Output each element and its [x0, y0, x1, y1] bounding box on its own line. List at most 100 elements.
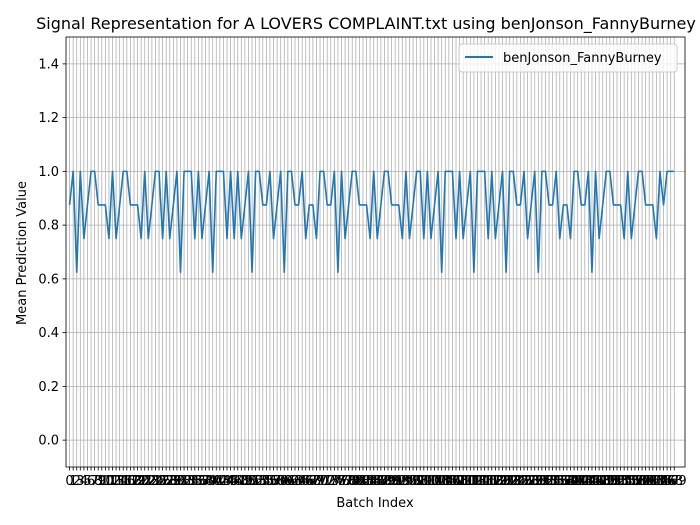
x-tick-label: 129 [519, 474, 544, 489]
x-tick-label: 44 [219, 474, 236, 489]
x-tick-label: 121 [490, 474, 515, 489]
x-tick-label: 23 [144, 474, 161, 489]
x-tick-label: 77 [337, 474, 354, 489]
x-tick-label: 143 [569, 474, 594, 489]
x-tick-label: 76 [333, 474, 350, 489]
x-tick-label: 147 [583, 474, 608, 489]
x-tick-label: 13 [108, 474, 125, 489]
x-tick-label: 137 [547, 474, 572, 489]
x-tick-label: 47 [229, 474, 246, 489]
x-tick-label: 71 [315, 474, 332, 489]
x-tick-label: 81 [351, 474, 368, 489]
x-tick-label: 109 [447, 474, 472, 489]
x-tick-label: 106 [436, 474, 461, 489]
x-tick-label: 153 [605, 474, 630, 489]
x-tick-label: 131 [526, 474, 551, 489]
x-tick-label: 21 [136, 474, 153, 489]
x-tick-label: 53 [251, 474, 268, 489]
x-tick-label: 66 [297, 474, 314, 489]
x-tick-label: 103 [426, 474, 451, 489]
x-tick-label: 140 [558, 474, 583, 489]
x-tick-label: 78 [340, 474, 357, 489]
x-tick-label: 18 [126, 474, 143, 489]
plot-frame [65, 36, 686, 468]
x-tick-label: 92 [390, 474, 407, 489]
x-tick-label: 59 [272, 474, 289, 489]
legend-box [458, 43, 678, 73]
y-tick-label: 1.0 [38, 165, 59, 180]
x-tick-label: 157 [619, 474, 644, 489]
x-tick-label: 83 [358, 474, 375, 489]
x-tick-label: 126 [508, 474, 533, 489]
y-tick-label: 0.6 [38, 272, 59, 287]
x-tick-label: 64 [290, 474, 307, 489]
x-tick-label: 68 [305, 474, 322, 489]
x-tick-label: 86 [369, 474, 386, 489]
x-tick-label: 154 [608, 474, 633, 489]
series-line-benjonson-fannyburney [68, 170, 675, 273]
x-tick-label: 159 [626, 474, 651, 489]
x-tick-label: 15 [115, 474, 132, 489]
x-tick-label: 62 [283, 474, 300, 489]
x-tick-label: 141 [562, 474, 587, 489]
x-tick-label: 19 [129, 474, 146, 489]
x-tick-label: 114 [465, 474, 490, 489]
x-tick-label: 63 [287, 474, 304, 489]
x-tick-label: 22 [140, 474, 157, 489]
x-axis-label: Batch Index [336, 496, 414, 511]
x-tick-label: 142 [565, 474, 590, 489]
x-tick-label: 132 [529, 474, 554, 489]
x-tick-label: 100 [415, 474, 440, 489]
x-tick-label: 113 [461, 474, 486, 489]
x-tick-label: 41 [208, 474, 225, 489]
x-tick-label: 20 [133, 474, 150, 489]
x-tick-label: 39 [201, 474, 218, 489]
x-tick-label: 167 [655, 474, 680, 489]
x-tick-label: 45 [222, 474, 239, 489]
x-tick-label: 108 [444, 474, 469, 489]
x-tick-label: 70 [312, 474, 329, 489]
x-tick-label: 107 [440, 474, 465, 489]
x-tick-label: 51 [244, 474, 261, 489]
y-tick-label: 1.4 [38, 57, 59, 72]
y-axis-label: Mean Prediction Value [15, 181, 30, 325]
y-tick-label: 0.2 [38, 380, 59, 395]
x-tick-label: 150 [594, 474, 619, 489]
x-tick-label: 9 [98, 474, 106, 489]
x-tick-label: 163 [640, 474, 665, 489]
x-tick-label: 48 [233, 474, 250, 489]
x-tick-label: 133 [533, 474, 558, 489]
x-tick-label: 117 [476, 474, 501, 489]
x-tick-label: 134 [537, 474, 562, 489]
x-tick-label: 65 [294, 474, 311, 489]
x-tick-label: 151 [597, 474, 622, 489]
x-tick-label: 162 [637, 474, 662, 489]
x-tick-label: 57 [265, 474, 282, 489]
x-tick-label: 125 [504, 474, 529, 489]
x-tick-label: 8 [94, 474, 102, 489]
x-tick-label: 80 [348, 474, 365, 489]
x-tick-label: 0 [65, 474, 73, 489]
y-tick-label: 0.4 [38, 326, 59, 341]
x-tick-label: 145 [576, 474, 601, 489]
x-tick-label: 158 [622, 474, 647, 489]
y-tick-label: 1.2 [38, 111, 59, 126]
x-tick-label: 118 [479, 474, 504, 489]
x-tick-label: 29 [165, 474, 182, 489]
x-tick-label: 155 [612, 474, 637, 489]
x-tick-label: 40 [204, 474, 221, 489]
x-tick-label: 32 [176, 474, 193, 489]
x-tick-label: 110 [451, 474, 476, 489]
y-tick-label: 0.0 [38, 434, 59, 449]
x-tick-label: 55 [258, 474, 275, 489]
x-tick-label: 46 [226, 474, 243, 489]
legend: benJonson_FannyBurney [458, 43, 678, 73]
x-tick-label: 72 [319, 474, 336, 489]
x-tick-label: 6 [87, 474, 95, 489]
x-tick-label: 144 [572, 474, 597, 489]
x-tick-label: 94 [398, 474, 415, 489]
x-tick-label: 115 [469, 474, 494, 489]
x-tick-label: 96 [405, 474, 422, 489]
x-tick-label: 7 [90, 474, 98, 489]
